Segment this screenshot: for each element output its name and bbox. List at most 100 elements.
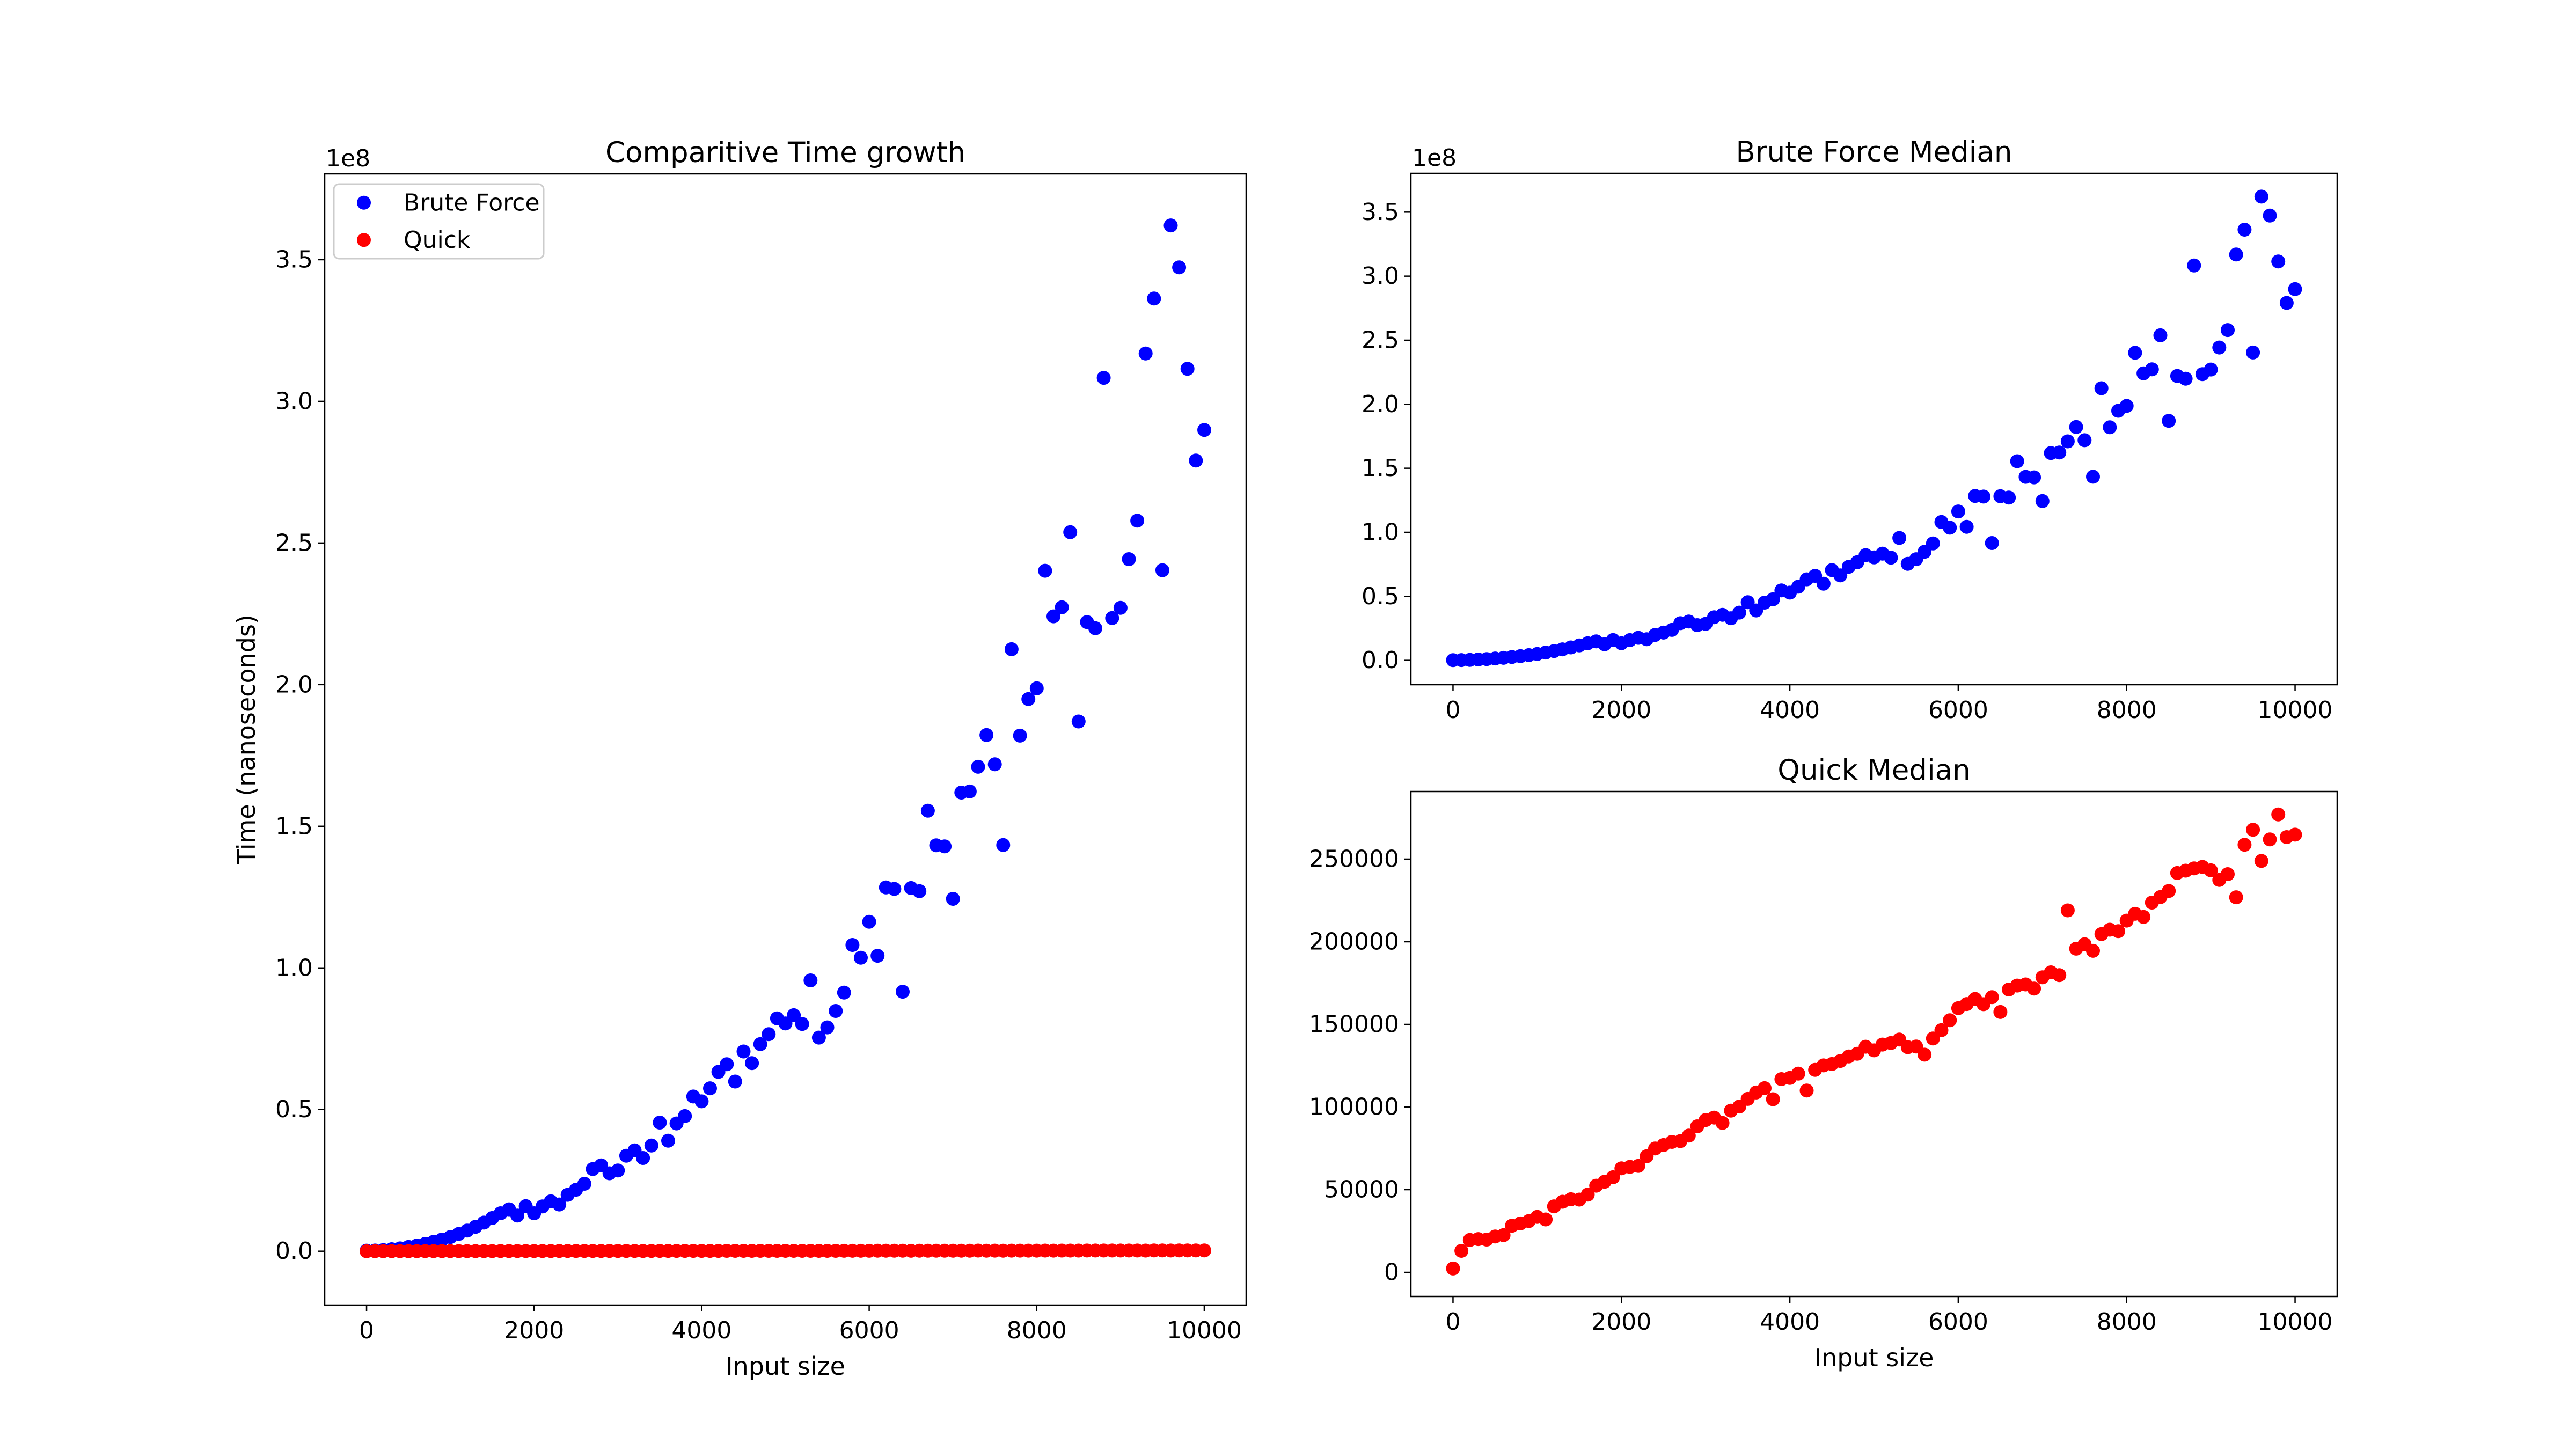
data-point xyxy=(987,757,1002,772)
x-tick-label: 8000 xyxy=(2097,1308,2157,1336)
data-point xyxy=(1884,551,1898,565)
y-tick-label: 2.5 xyxy=(275,529,313,556)
data-point xyxy=(1926,536,1940,551)
data-point xyxy=(661,1133,675,1148)
axes-spines xyxy=(324,173,1247,1306)
data-point xyxy=(1113,600,1128,615)
data-point xyxy=(577,1177,591,1191)
y-axis-offset-text: 1e8 xyxy=(1412,144,1457,172)
data-point xyxy=(1071,714,1086,729)
data-point xyxy=(1055,600,1069,614)
data-point xyxy=(1681,1128,1696,1143)
data-point xyxy=(2086,470,2100,484)
data-point xyxy=(1977,489,1990,504)
data-point xyxy=(2027,981,2041,996)
data-point xyxy=(1799,1083,1814,1098)
y-tick-label: 2.0 xyxy=(275,671,313,698)
data-point xyxy=(2002,490,2016,505)
x-tick-label: 2000 xyxy=(504,1317,564,1344)
y-tick-label: 3.0 xyxy=(1362,262,1399,290)
y-tick-label: 150000 xyxy=(1309,1010,1399,1038)
data-point xyxy=(862,914,876,929)
data-point xyxy=(854,950,868,965)
data-point xyxy=(1943,1013,1957,1028)
data-point xyxy=(1732,605,1746,620)
x-tick-label: 6000 xyxy=(839,1317,899,1344)
data-point xyxy=(2246,823,2260,837)
data-point xyxy=(1816,576,1831,591)
data-point xyxy=(2052,445,2067,460)
plot-comparative: 0 2000 4000 6000 8000 10000 0.0 0.5 1.0 1.5 2.0 2.5… xyxy=(232,136,1247,1381)
y-tick-label: 2.5 xyxy=(1362,326,1399,354)
data-point xyxy=(2010,454,2024,468)
data-point xyxy=(1197,1243,1211,1258)
series-quick xyxy=(1446,807,2302,1276)
data-point xyxy=(2288,827,2302,842)
data-point xyxy=(829,1004,843,1018)
y-tick-label: 3.5 xyxy=(275,246,313,273)
data-point xyxy=(2254,189,2268,204)
axes-spines xyxy=(1410,172,2338,686)
series-brute-force xyxy=(1446,189,2302,668)
data-point xyxy=(2279,296,2294,310)
data-point xyxy=(1096,371,1111,385)
data-point xyxy=(2229,247,2243,262)
data-point xyxy=(2136,910,2151,924)
data-point xyxy=(1766,592,1780,606)
axes-spines xyxy=(1410,790,2338,1298)
x-tick-label: 0 xyxy=(1445,697,1460,724)
data-point xyxy=(920,803,935,818)
y-tick-label: 1.0 xyxy=(1362,518,1399,546)
data-point xyxy=(720,1057,734,1072)
x-axis-label: Input size xyxy=(726,1352,845,1381)
y-tick-label: 0 xyxy=(1384,1259,1399,1286)
data-point xyxy=(1918,1047,1932,1062)
data-point xyxy=(2178,371,2193,386)
y-tick-label: 100000 xyxy=(1309,1094,1399,1121)
data-point xyxy=(2212,340,2227,355)
x-tick-label: 4000 xyxy=(671,1317,731,1344)
y-tick-label: 2.0 xyxy=(1362,391,1399,418)
data-point xyxy=(1155,563,1169,577)
data-point xyxy=(2162,884,2176,898)
data-point xyxy=(1985,990,1999,1005)
data-point xyxy=(845,938,860,952)
legend-marker-brute-force xyxy=(357,195,371,210)
data-point xyxy=(803,973,818,987)
data-point xyxy=(2187,258,2201,273)
data-point xyxy=(1138,346,1153,361)
data-point xyxy=(979,728,994,742)
x-tick-label: 0 xyxy=(1445,1308,1460,1336)
legend: Brute Force Quick xyxy=(333,183,545,260)
x-tick-label: 10000 xyxy=(1167,1317,1242,1344)
data-point xyxy=(2052,968,2067,983)
data-point xyxy=(2119,399,2134,413)
data-point xyxy=(2288,282,2302,296)
data-point xyxy=(644,1138,658,1153)
y-tick-label: 0.0 xyxy=(1362,647,1399,674)
data-point xyxy=(971,759,985,774)
data-point xyxy=(2271,254,2286,269)
data-point xyxy=(1197,423,1211,437)
data-point xyxy=(1496,1228,1511,1242)
data-point xyxy=(2128,346,2142,360)
data-point xyxy=(2103,420,2117,435)
y-tick-label: 250000 xyxy=(1309,845,1399,873)
data-point xyxy=(1892,531,1907,545)
x-tick-label: 6000 xyxy=(1928,697,1988,724)
data-point xyxy=(2221,323,2235,338)
data-point xyxy=(1715,1116,1730,1130)
x-tick-label: 0 xyxy=(359,1317,374,1344)
data-point xyxy=(1013,728,1027,743)
data-point xyxy=(1758,1081,1772,1095)
data-point xyxy=(2263,832,2277,847)
data-point xyxy=(795,1017,809,1031)
data-point xyxy=(2263,208,2277,223)
data-point xyxy=(887,882,902,896)
data-point xyxy=(1088,621,1102,635)
data-point xyxy=(1130,514,1145,528)
data-point xyxy=(653,1116,667,1130)
data-point xyxy=(1951,504,1965,519)
